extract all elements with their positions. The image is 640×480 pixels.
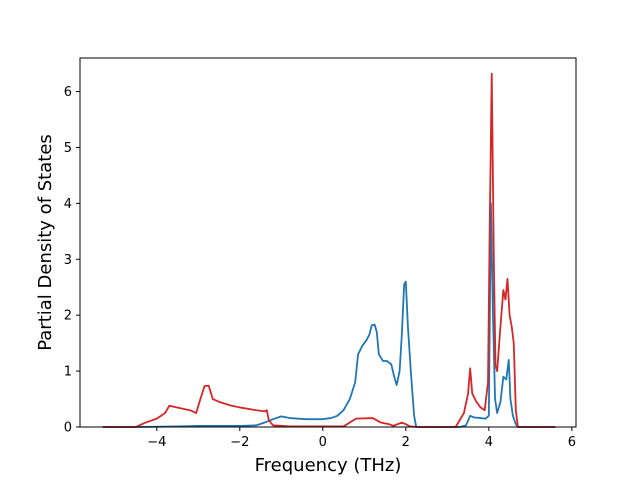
y-tick-label: 4 bbox=[64, 197, 72, 212]
x-axis-label: Frequency (THz) bbox=[255, 455, 402, 476]
x-tick-label: −2 bbox=[230, 435, 249, 450]
series-line-2 bbox=[102, 72, 556, 428]
y-tick-label: 2 bbox=[64, 309, 72, 324]
x-tick-label: 4 bbox=[485, 435, 493, 450]
x-tick-label: 0 bbox=[319, 435, 327, 450]
ticks-layer: −4 −2 0 2 4 6 0 1 2 3 4 5 6 bbox=[64, 85, 576, 450]
y-axis-label: Partial Density of States bbox=[35, 134, 56, 351]
y-tick-label: 0 bbox=[64, 421, 72, 436]
series-layer bbox=[102, 72, 556, 428]
series-line-1 bbox=[102, 202, 556, 428]
x-tick-label: 2 bbox=[402, 435, 410, 450]
x-tick-label: −4 bbox=[147, 435, 166, 450]
y-tick-label: 5 bbox=[64, 141, 72, 156]
plot-frame bbox=[79, 57, 577, 428]
y-tick-label: 6 bbox=[64, 85, 72, 100]
y-tick-label: 3 bbox=[64, 253, 72, 268]
y-tick-label: 1 bbox=[64, 365, 72, 380]
x-tick-label: 6 bbox=[568, 435, 576, 450]
